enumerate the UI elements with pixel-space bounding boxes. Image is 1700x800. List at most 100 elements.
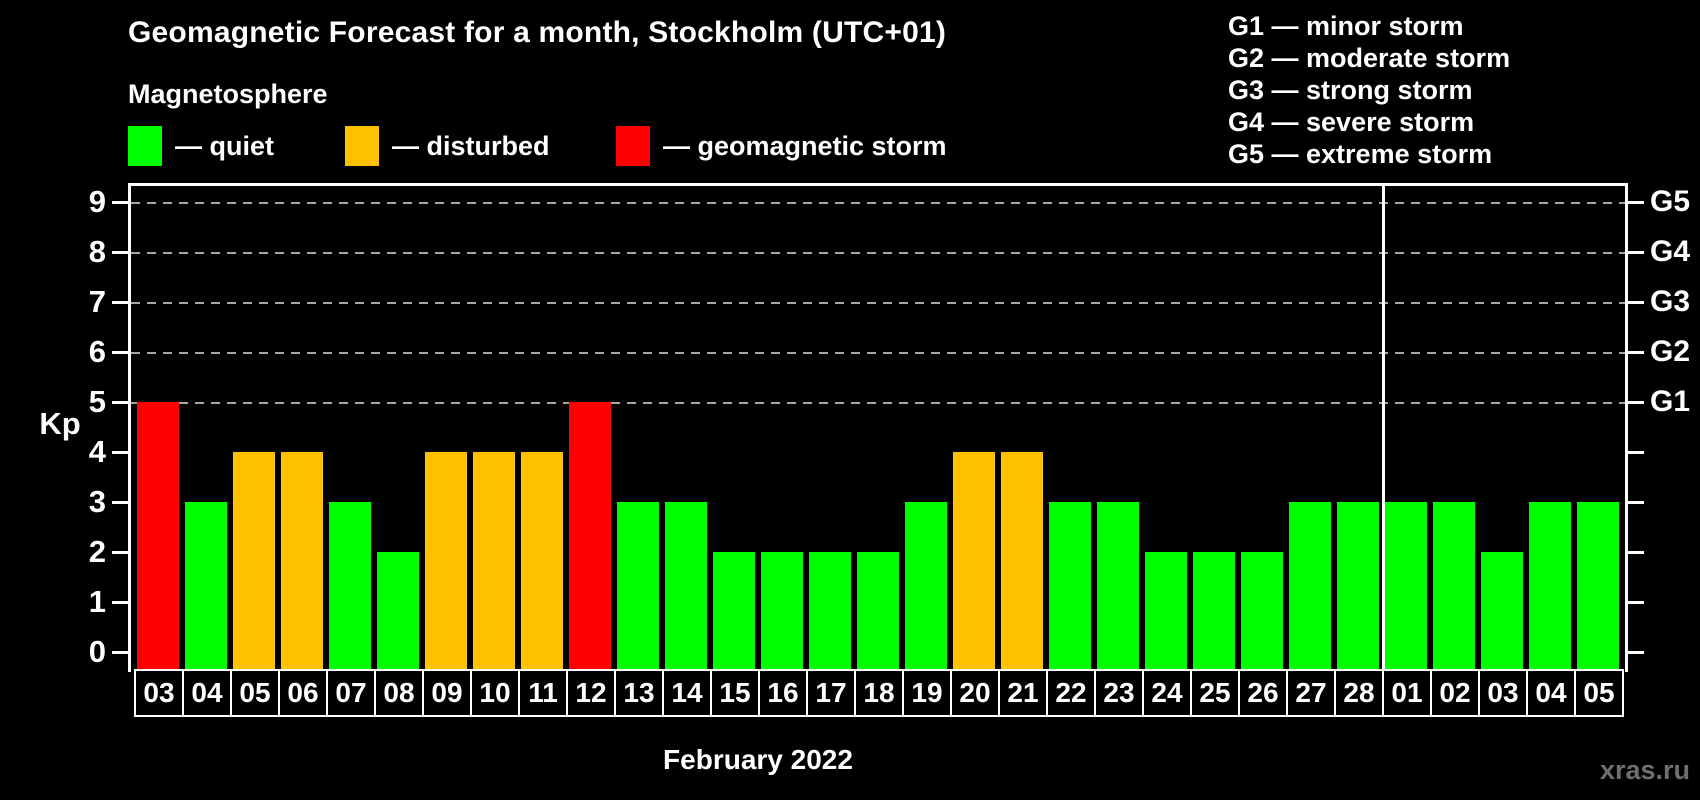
watermark: xras.ru — [1599, 755, 1690, 785]
day-label-feb-25: 25 — [1190, 669, 1240, 717]
bar-feb-03 — [137, 402, 179, 669]
bar-feb-13 — [617, 502, 659, 669]
g1-legend-line: G1 — minor storm — [1228, 11, 1464, 41]
day-label-feb-13: 13 — [614, 669, 664, 717]
bar-feb-27 — [1289, 502, 1331, 669]
bar-feb-05 — [233, 452, 275, 669]
left-tick-0 — [112, 651, 128, 654]
gridline-kp5 — [131, 402, 1625, 404]
disturbed-color-swatch — [345, 126, 379, 166]
legend-label-disturbed: — disturbed — [392, 130, 550, 161]
bar-feb-23 — [1097, 502, 1139, 669]
day-label-feb-08: 08 — [374, 669, 424, 717]
g4-legend-line: G4 — severe storm — [1228, 107, 1475, 137]
legend-item-storm: — geomagnetic storm — [616, 124, 947, 168]
bar-feb-28 — [1337, 502, 1379, 669]
bar-feb-08 — [377, 552, 419, 669]
bar-feb-16 — [761, 552, 803, 669]
y-axis-right — [1625, 183, 1628, 672]
g-scale-label-g3: G3 — [1650, 285, 1691, 318]
right-tick-2 — [1628, 551, 1644, 554]
right-tick-8 — [1628, 251, 1644, 254]
bar-feb-11 — [521, 452, 563, 669]
day-label-feb-17: 17 — [806, 669, 856, 717]
day-label-feb-11: 11 — [518, 669, 568, 717]
y-axis-label-8: 8 — [88, 234, 106, 269]
bar-mar-01 — [1385, 502, 1427, 669]
g-scale-label-g2: G2 — [1650, 335, 1691, 368]
y-axis-label-7: 7 — [88, 284, 106, 319]
bar-feb-10 — [473, 452, 515, 669]
g-scale-label-g4: G4 — [1650, 235, 1691, 268]
y-axis-label-3: 3 — [88, 484, 106, 519]
y-axis-label-9: 9 — [88, 184, 106, 219]
storm-color-swatch — [616, 126, 650, 166]
day-label-feb-26: 26 — [1238, 669, 1288, 717]
day-label-feb-15: 15 — [710, 669, 760, 717]
left-tick-5 — [112, 401, 128, 404]
bar-feb-09 — [425, 452, 467, 669]
day-label-mar-05: 05 — [1574, 669, 1624, 717]
month-label: February 2022 — [663, 744, 853, 775]
day-label-feb-19: 19 — [902, 669, 952, 717]
legend-item-disturbed: — disturbed — [345, 124, 550, 168]
g3-legend-line: G3 — strong storm — [1228, 75, 1473, 105]
bar-feb-21 — [1001, 452, 1043, 669]
left-tick-2 — [112, 551, 128, 554]
day-label-feb-18: 18 — [854, 669, 904, 717]
y-axis-label-5: 5 — [88, 384, 106, 419]
quiet-color-swatch — [128, 126, 162, 166]
day-label-feb-24: 24 — [1142, 669, 1192, 717]
day-label-feb-27: 27 — [1286, 669, 1336, 717]
g2-legend-line: G2 — moderate storm — [1228, 43, 1511, 73]
bar-feb-18 — [857, 552, 899, 669]
bar-feb-22 — [1049, 502, 1091, 669]
day-label-feb-20: 20 — [950, 669, 1000, 717]
bar-feb-24 — [1145, 552, 1187, 669]
day-label-mar-03: 03 — [1478, 669, 1528, 717]
gridline-kp9 — [131, 202, 1625, 204]
gridline-kp7 — [131, 302, 1625, 304]
day-label-mar-02: 02 — [1430, 669, 1480, 717]
y-axis-label-0: 0 — [88, 634, 106, 669]
chart-title: Geomagnetic Forecast for a month, Stockh… — [128, 16, 947, 49]
plot-top-border — [128, 183, 1628, 186]
bar-feb-07 — [329, 502, 371, 669]
left-tick-4 — [112, 451, 128, 454]
bar-feb-04 — [185, 502, 227, 669]
g-scale-label-g5: G5 — [1650, 185, 1691, 218]
y-axis-title: Kp — [39, 406, 81, 441]
month-separator — [1382, 186, 1385, 669]
left-tick-1 — [112, 601, 128, 604]
legend-item-quiet: — quiet — [128, 124, 274, 168]
day-label-feb-04: 04 — [182, 669, 232, 717]
right-tick-1 — [1628, 601, 1644, 604]
day-label-feb-16: 16 — [758, 669, 808, 717]
bar-feb-15 — [713, 552, 755, 669]
legend-label-storm: — geomagnetic storm — [663, 130, 947, 161]
right-tick-9 — [1628, 201, 1644, 204]
right-tick-6 — [1628, 351, 1644, 354]
right-tick-3 — [1628, 501, 1644, 504]
day-label-feb-10: 10 — [470, 669, 520, 717]
g5-legend-line: G5 — extreme storm — [1228, 139, 1493, 169]
right-tick-0 — [1628, 651, 1644, 654]
right-tick-5 — [1628, 401, 1644, 404]
day-label-feb-12: 12 — [566, 669, 616, 717]
bar-mar-02 — [1433, 502, 1475, 669]
day-label-feb-05: 05 — [230, 669, 280, 717]
bar-feb-12 — [569, 402, 611, 669]
legend-label-quiet: — quiet — [175, 130, 274, 161]
bar-feb-25 — [1193, 552, 1235, 669]
bar-feb-17 — [809, 552, 851, 669]
right-tick-7 — [1628, 301, 1644, 304]
bar-mar-05 — [1577, 502, 1619, 669]
bar-feb-06 — [281, 452, 323, 669]
bar-feb-20 — [953, 452, 995, 669]
y-axis-label-4: 4 — [88, 434, 106, 469]
left-tick-7 — [112, 301, 128, 304]
bar-feb-26 — [1241, 552, 1283, 669]
y-axis-left — [128, 183, 131, 672]
day-label-feb-06: 06 — [278, 669, 328, 717]
